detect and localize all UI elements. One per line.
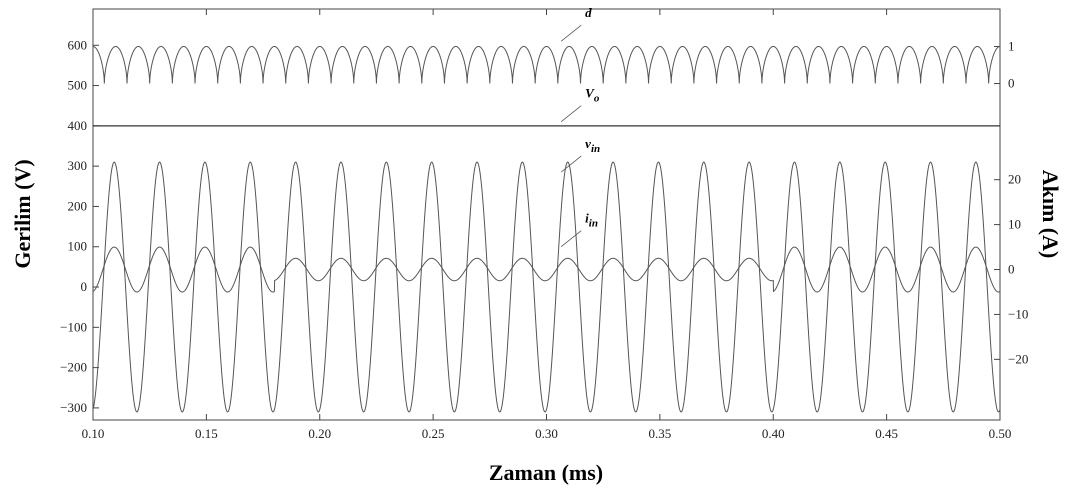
annotation-leader (560, 230, 582, 247)
y-tick-label: −100 (60, 319, 87, 334)
y2-tick-label: 10 (1008, 217, 1021, 232)
y2-tick-label: −10 (1008, 306, 1028, 321)
annotation-subscript: o (594, 93, 600, 105)
y2-tick-label: −20 (1008, 351, 1028, 366)
x-tick-label: 0.30 (535, 426, 558, 441)
y-tick-label: −300 (60, 400, 87, 415)
y2-tick-label: 20 (1008, 172, 1021, 187)
x-tick-label: 0.15 (195, 426, 218, 441)
y2-axis-title: Akım (A) (1038, 170, 1063, 259)
annotation-base: d (585, 5, 592, 20)
x-tick-label: 0.10 (82, 426, 105, 441)
series-group (92, 45, 1001, 413)
annotation-label: d (585, 5, 592, 20)
y-tick-label: 0 (81, 279, 88, 294)
x-tick-label: 0.35 (649, 426, 672, 441)
y-axis-title: Gerilim (V) (10, 159, 35, 268)
x-ticks: 0.10 0.15 0.20 0.25 0.30 0.35 0.40 0.45 0.50 (82, 9, 1012, 441)
y-tick-label: 600 (68, 37, 88, 52)
y2-tick-label: 1 (1008, 38, 1015, 53)
annotation-subscript: in (591, 143, 600, 155)
series-line-vin (92, 161, 1001, 413)
annotation-base: V (585, 86, 595, 101)
x-tick-label: 0.40 (762, 426, 785, 441)
annotation-base: v (585, 136, 591, 151)
y-tick-label: 400 (68, 118, 88, 133)
y2-tick-label: 0 (1008, 262, 1015, 277)
y-tick-label: −200 (60, 360, 87, 375)
annotation-leader (560, 155, 582, 173)
y2-tick-label: 0 (1008, 76, 1015, 91)
x-tick-label: 0.25 (422, 426, 445, 441)
y-tick-label: 300 (68, 158, 88, 173)
annotation-label: iin (585, 211, 598, 230)
x-tick-label: 0.50 (989, 426, 1012, 441)
annotation-label: Vo (585, 86, 600, 105)
annotation-leader (560, 24, 582, 42)
series-line-d (92, 45, 1001, 84)
y-tick-label: 100 (68, 239, 88, 254)
y-ticks: 600 500 400 300 200 100 0 −100 −200 −300 (60, 37, 99, 415)
annotation-subscript: in (589, 218, 598, 230)
x-axis-title: Zaman (ms) (489, 460, 603, 485)
y-tick-label: 500 (68, 78, 88, 93)
y-tick-label: 200 (68, 198, 88, 213)
annotation-base: i (585, 211, 589, 226)
annotation-label: vin (585, 136, 600, 155)
annotation-leader (560, 105, 582, 123)
series-line-iin (92, 246, 1001, 293)
plot-frame (92, 8, 1001, 421)
x-tick-label: 0.45 (875, 426, 898, 441)
x-tick-label: 0.20 (308, 426, 331, 441)
